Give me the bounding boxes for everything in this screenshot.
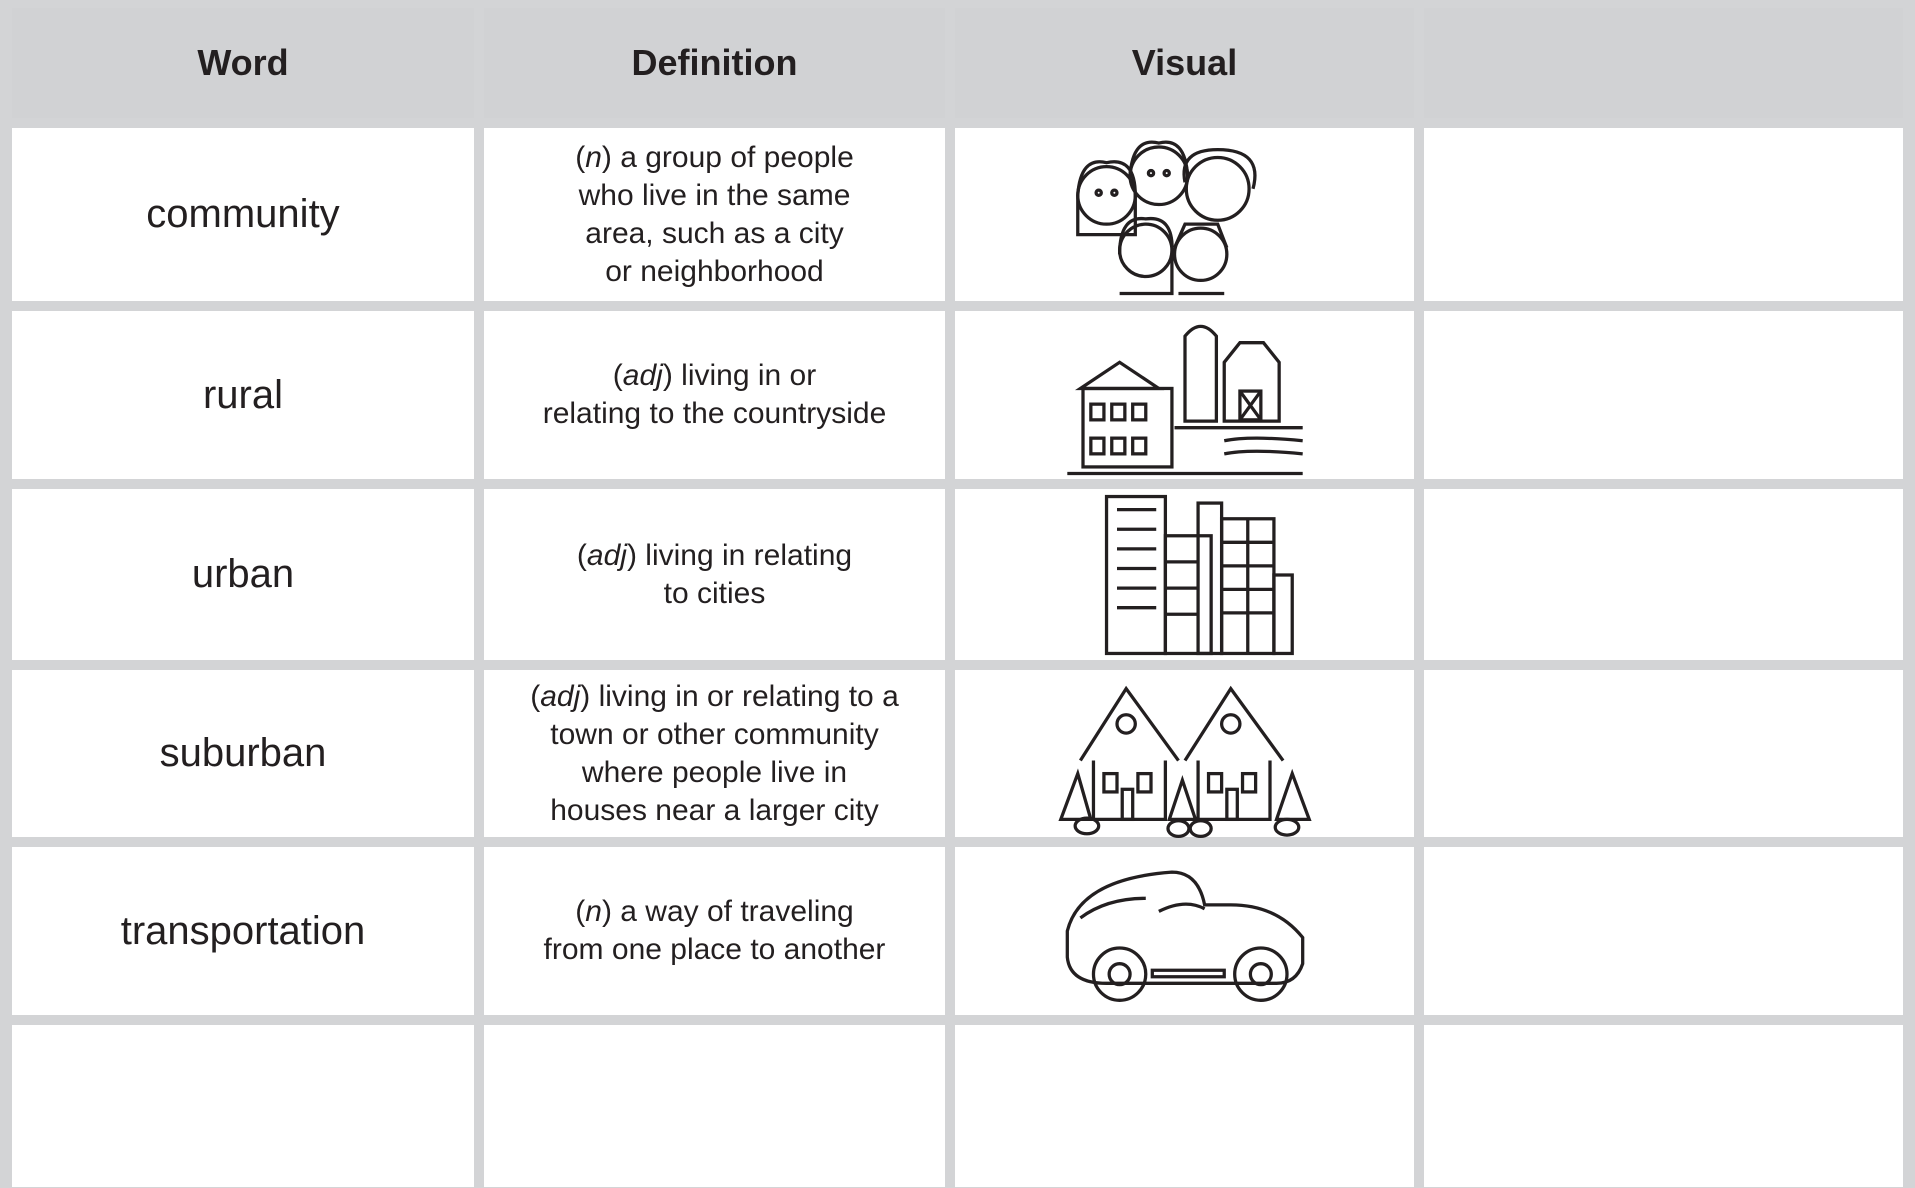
definition-cell: (n) a group of people who live in the sam… (484, 128, 945, 301)
definition-text: ( (530, 679, 541, 713)
word-cell: suburban (12, 670, 474, 837)
definition-text: adj (540, 679, 581, 713)
definition-cell: (adj) living in relating to cities (484, 489, 945, 660)
definition-line: area, such as a city (585, 215, 843, 253)
definition-line: who live in the same (579, 177, 851, 215)
vocab-table: Word Definition Visual community (n) a group… (12, 8, 1903, 1187)
word-cell: community (12, 128, 474, 301)
definition-text: ) living in or relating to a (580, 679, 899, 713)
definition-text: from one place to another (543, 933, 886, 966)
definition-cell: (n) a way of traveling from one place to … (484, 847, 945, 1015)
visual-cell (955, 489, 1414, 660)
header-cell: Definition (484, 8, 945, 118)
definition-text: ( (612, 359, 623, 392)
visual-cell (955, 670, 1414, 837)
empty-cell (1424, 847, 1903, 1015)
icon (1045, 669, 1325, 839)
empty-cell (1424, 311, 1903, 479)
icon (1045, 490, 1325, 660)
definition-cell: (adj) living in or relating to the countr… (484, 311, 945, 479)
empty-cell (1424, 489, 1903, 660)
icon (1045, 130, 1325, 300)
definition-line: where people live in (582, 754, 847, 792)
icon (1045, 846, 1325, 1016)
definition-text: houses near a larger city (550, 793, 879, 827)
word-cell: rural (12, 311, 474, 479)
definition-text: relating to the countryside (542, 397, 887, 430)
definition-text: ( (575, 140, 586, 174)
definition-text: who live in the same (578, 178, 851, 212)
header-cell: Visual (955, 8, 1414, 118)
definition-text: where people live in (581, 755, 848, 789)
definition-line: town or other community (550, 716, 878, 754)
definition-line: from one place to another (544, 931, 886, 969)
empty-cell (955, 1025, 1414, 1187)
visual-cell (955, 311, 1414, 479)
definition-line: (adj) living in or relating to a (530, 678, 899, 716)
definition-text: ) living in relating (626, 538, 853, 572)
visual-cell (955, 128, 1414, 301)
definition-text: or neighborhood (605, 254, 824, 288)
definition-line: (n) a group of people (575, 139, 854, 177)
empty-cell (12, 1025, 474, 1187)
empty-cell (1424, 128, 1903, 301)
header-cell (1424, 8, 1903, 118)
definition-text: ) a way of traveling (601, 895, 854, 928)
definition-line: (adj) living in relating (577, 537, 852, 575)
definition-text: ( (576, 538, 587, 572)
definition-text: ) living in or (662, 359, 817, 392)
word-cell: urban (12, 489, 474, 660)
empty-cell (484, 1025, 945, 1187)
definition-text: n (585, 140, 602, 174)
definition-text: ( (575, 895, 586, 928)
definition-text: n (585, 895, 602, 928)
definition-text: ) a group of people (601, 140, 854, 174)
empty-cell (1424, 1025, 1903, 1187)
definition-text: adj (622, 359, 663, 392)
definition-line: houses near a larger city (550, 792, 879, 830)
empty-cell (1424, 670, 1903, 837)
definition-line: or neighborhood (605, 253, 824, 291)
definition-text: to cities (663, 576, 766, 610)
definition-line: to cities (664, 575, 766, 613)
word-cell: transportation (12, 847, 474, 1015)
icon (1045, 310, 1325, 480)
visual-cell (955, 847, 1414, 1015)
definition-text: town or other community (550, 717, 879, 751)
definition-line: (adj) living in or (613, 357, 816, 395)
definition-line: relating to the countryside (543, 395, 887, 433)
definition-line: (n) a way of traveling (575, 893, 853, 931)
definition-text: area, such as a city (585, 216, 844, 250)
definition-cell: (adj) living in or relating to a town or … (484, 670, 945, 837)
header-cell: Word (12, 8, 474, 118)
definition-text: adj (586, 538, 627, 572)
